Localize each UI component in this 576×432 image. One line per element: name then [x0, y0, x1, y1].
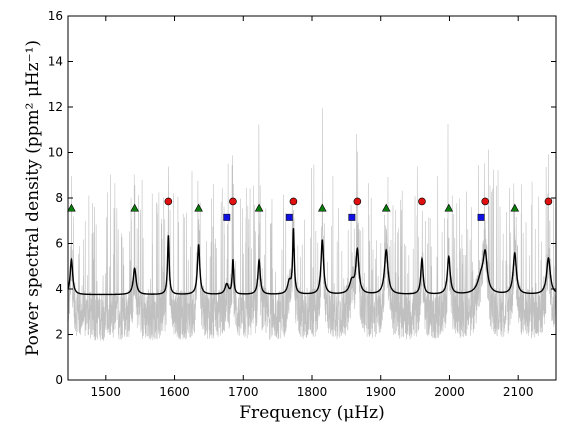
- triangle-marker: [318, 203, 327, 212]
- model-fit-series: [68, 228, 556, 296]
- y-tick-label: 4: [55, 282, 63, 296]
- x-tick-label: 2000: [434, 385, 465, 399]
- x-tick-label: 1800: [297, 385, 328, 399]
- x-tick-label: 1900: [365, 385, 396, 399]
- x-tick-label: 1500: [91, 385, 122, 399]
- triangle-marker: [444, 203, 454, 212]
- y-tick-label: 12: [48, 100, 63, 114]
- x-tick-label: 2100: [503, 385, 534, 399]
- square-marker: [285, 213, 293, 221]
- y-tick-label: 6: [55, 237, 63, 251]
- x-tick-label: 1600: [159, 385, 190, 399]
- circle-marker: [481, 197, 490, 206]
- raw-spectrum-line: [68, 108, 556, 341]
- x-axis-ticks: 1500 1600 1700 1800 1900 2000 2100: [91, 16, 534, 399]
- y-tick-label: 16: [48, 9, 63, 23]
- triangle-marker: [67, 203, 76, 212]
- y-tick-label: 10: [48, 146, 63, 160]
- triangle-marker: [194, 203, 203, 212]
- x-axis-title: Frequency (μHz): [239, 403, 384, 423]
- circle-marker: [289, 197, 298, 206]
- y-tick-label: 2: [55, 328, 63, 342]
- triangle-marker: [130, 203, 139, 212]
- circle-marker: [229, 197, 237, 206]
- model-fit-line: [68, 228, 556, 296]
- square-marker: [477, 213, 485, 221]
- x-tick-label: 1700: [228, 385, 259, 399]
- y-tick-label: 8: [55, 191, 63, 205]
- square-marker: [223, 213, 231, 221]
- y-tick-label: 14: [48, 55, 63, 69]
- square-marker: [348, 213, 356, 221]
- raw-spectrum-series: [68, 108, 556, 341]
- circle-marker: [164, 197, 173, 206]
- triangle-marker: [254, 203, 264, 212]
- circle-marker: [418, 197, 426, 206]
- circle-marker: [353, 197, 362, 206]
- y-tick-label: 0: [55, 373, 63, 387]
- mode-markers: [67, 197, 553, 221]
- y-axis-ticks: 0 2 4 6 8 10 12 14 16: [48, 9, 556, 387]
- circle-marker: [544, 197, 553, 206]
- triangle-marker: [381, 203, 391, 212]
- triangle-marker: [510, 203, 520, 212]
- y-axis-title: Power spectral density (ppm² μHz⁻¹): [23, 40, 43, 356]
